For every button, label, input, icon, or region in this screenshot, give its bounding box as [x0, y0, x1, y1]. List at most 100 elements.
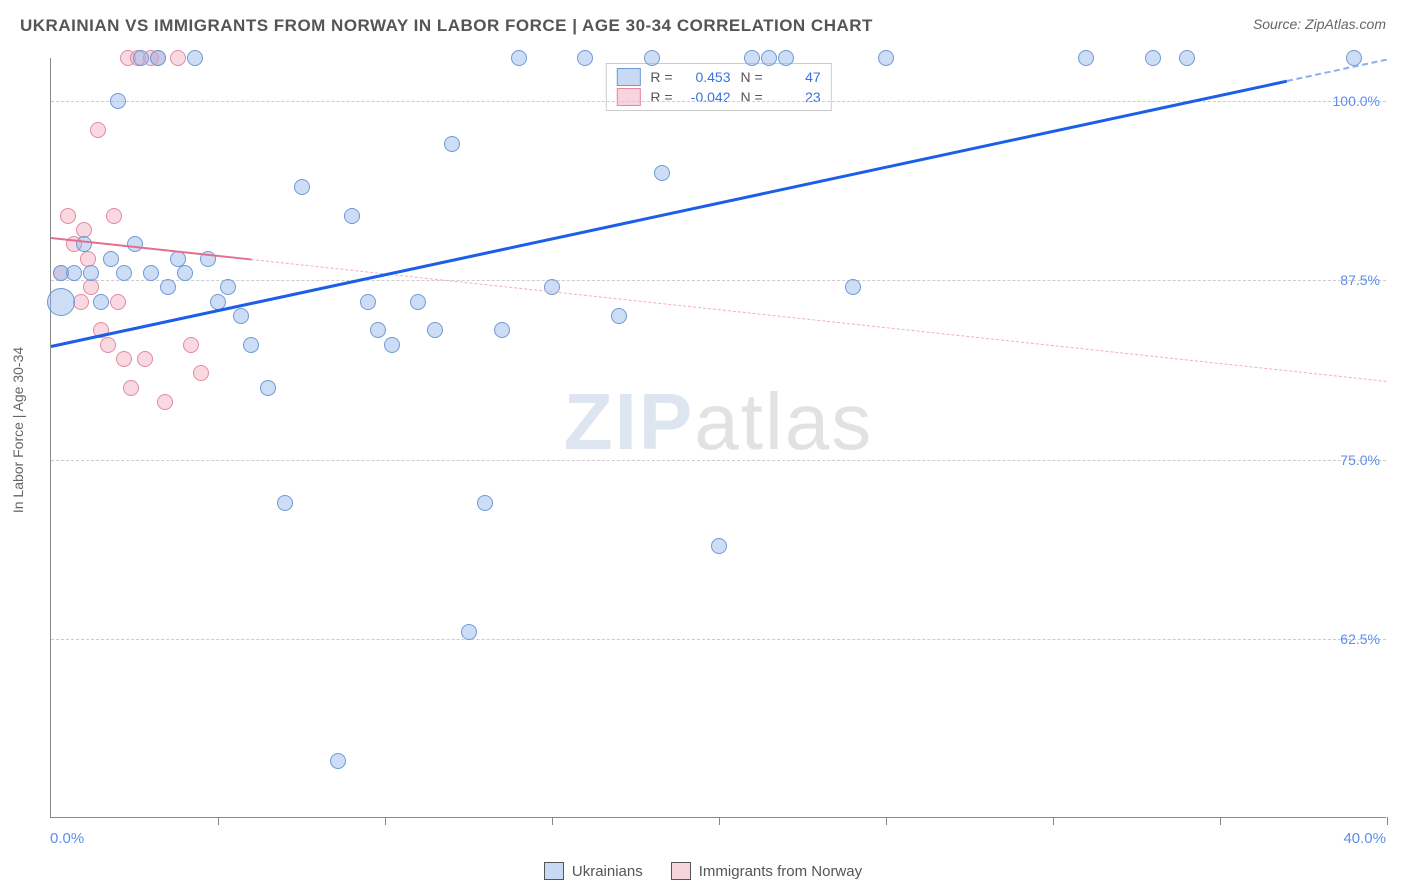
legend-swatch-pink	[616, 88, 640, 106]
data-point-norway	[183, 337, 199, 353]
data-point-ukrainian	[143, 265, 159, 281]
stats-row: R = -0.042 N = 23	[616, 88, 820, 106]
data-point-ukrainian	[160, 279, 176, 295]
data-point-ukrainian	[47, 288, 75, 316]
x-tick	[719, 817, 720, 825]
stats-legend-box: R = 0.453 N = 47 R = -0.042 N = 23	[605, 63, 831, 111]
y-tick-label: 75.0%	[1340, 452, 1380, 468]
series-legend: Ukrainians Immigrants from Norway	[0, 862, 1406, 880]
data-point-norway	[106, 208, 122, 224]
data-point-norway	[193, 365, 209, 381]
data-point-ukrainian	[477, 495, 493, 511]
data-point-ukrainian	[103, 251, 119, 267]
data-point-ukrainian	[187, 50, 203, 66]
data-point-ukrainian	[461, 624, 477, 640]
y-tick-label: 87.5%	[1340, 272, 1380, 288]
stat-n-label: N =	[741, 89, 763, 105]
stats-row: R = 0.453 N = 47	[616, 68, 820, 86]
trend-ukrainian-solid	[51, 80, 1287, 348]
data-point-ukrainian	[260, 380, 276, 396]
legend-item: Ukrainians	[544, 862, 643, 880]
stat-r-value: 0.453	[683, 69, 731, 85]
data-point-ukrainian	[845, 279, 861, 295]
data-point-ukrainian	[277, 495, 293, 511]
data-point-ukrainian	[1078, 50, 1094, 66]
y-tick-label: 62.5%	[1340, 631, 1380, 647]
data-point-norway	[90, 122, 106, 138]
stat-n-label: N =	[741, 69, 763, 85]
data-point-ukrainian	[427, 322, 443, 338]
data-point-norway	[110, 294, 126, 310]
data-point-norway	[123, 380, 139, 396]
data-point-ukrainian	[384, 337, 400, 353]
data-point-norway	[170, 50, 186, 66]
x-tick	[1220, 817, 1221, 825]
data-point-ukrainian	[644, 50, 660, 66]
y-tick-label: 100.0%	[1333, 93, 1380, 109]
data-point-ukrainian	[744, 50, 760, 66]
x-tick	[218, 817, 219, 825]
legend-item: Immigrants from Norway	[671, 862, 862, 880]
data-point-ukrainian	[611, 308, 627, 324]
legend-label: Ukrainians	[572, 863, 643, 880]
data-point-ukrainian	[344, 208, 360, 224]
chart-plot-area: ZIPatlas R = 0.453 N = 47 R = -0.042 N = 23 62.…	[50, 58, 1386, 818]
x-tick	[385, 817, 386, 825]
trend-norway-dashed	[251, 259, 1387, 382]
data-point-ukrainian	[330, 753, 346, 769]
data-point-ukrainian	[93, 294, 109, 310]
legend-label: Immigrants from Norway	[699, 863, 862, 880]
data-point-ukrainian	[233, 308, 249, 324]
data-point-ukrainian	[76, 236, 92, 252]
data-point-ukrainian	[220, 279, 236, 295]
data-point-ukrainian	[150, 50, 166, 66]
data-point-ukrainian	[444, 136, 460, 152]
data-point-ukrainian	[577, 50, 593, 66]
data-point-ukrainian	[66, 265, 82, 281]
gridline	[51, 280, 1386, 281]
y-axis-title: In Labor Force | Age 30-34	[10, 347, 26, 513]
stat-n-value: 47	[773, 69, 821, 85]
data-point-ukrainian	[761, 50, 777, 66]
data-point-ukrainian	[1145, 50, 1161, 66]
gridline	[51, 460, 1386, 461]
x-axis-min-label: 0.0%	[50, 830, 84, 847]
chart-title: UKRAINIAN VS IMMIGRANTS FROM NORWAY IN L…	[20, 16, 873, 36]
data-point-ukrainian	[878, 50, 894, 66]
stat-r-label: R =	[650, 69, 672, 85]
x-tick	[1387, 817, 1388, 825]
x-tick	[886, 817, 887, 825]
data-point-norway	[80, 251, 96, 267]
data-point-ukrainian	[654, 165, 670, 181]
data-point-norway	[100, 337, 116, 353]
data-point-ukrainian	[511, 50, 527, 66]
data-point-ukrainian	[1179, 50, 1195, 66]
data-point-ukrainian	[360, 294, 376, 310]
data-point-ukrainian	[243, 337, 259, 353]
data-point-ukrainian	[116, 265, 132, 281]
data-point-norway	[116, 351, 132, 367]
data-point-ukrainian	[177, 265, 193, 281]
stat-r-label: R =	[650, 89, 672, 105]
x-tick	[552, 817, 553, 825]
data-point-ukrainian	[83, 265, 99, 281]
source-label: Source: ZipAtlas.com	[1253, 16, 1386, 32]
stat-n-value: 23	[773, 89, 821, 105]
legend-swatch-pink	[671, 862, 691, 880]
data-point-ukrainian	[778, 50, 794, 66]
data-point-ukrainian	[294, 179, 310, 195]
data-point-ukrainian	[133, 50, 149, 66]
legend-swatch-blue	[544, 862, 564, 880]
data-point-ukrainian	[110, 93, 126, 109]
x-tick	[1053, 817, 1054, 825]
data-point-ukrainian	[494, 322, 510, 338]
legend-swatch-blue	[616, 68, 640, 86]
data-point-norway	[157, 394, 173, 410]
data-point-norway	[73, 294, 89, 310]
data-point-norway	[137, 351, 153, 367]
data-point-ukrainian	[410, 294, 426, 310]
data-point-norway	[60, 208, 76, 224]
data-point-ukrainian	[370, 322, 386, 338]
stat-r-value: -0.042	[683, 89, 731, 105]
watermark: ZIPatlas	[564, 376, 873, 468]
